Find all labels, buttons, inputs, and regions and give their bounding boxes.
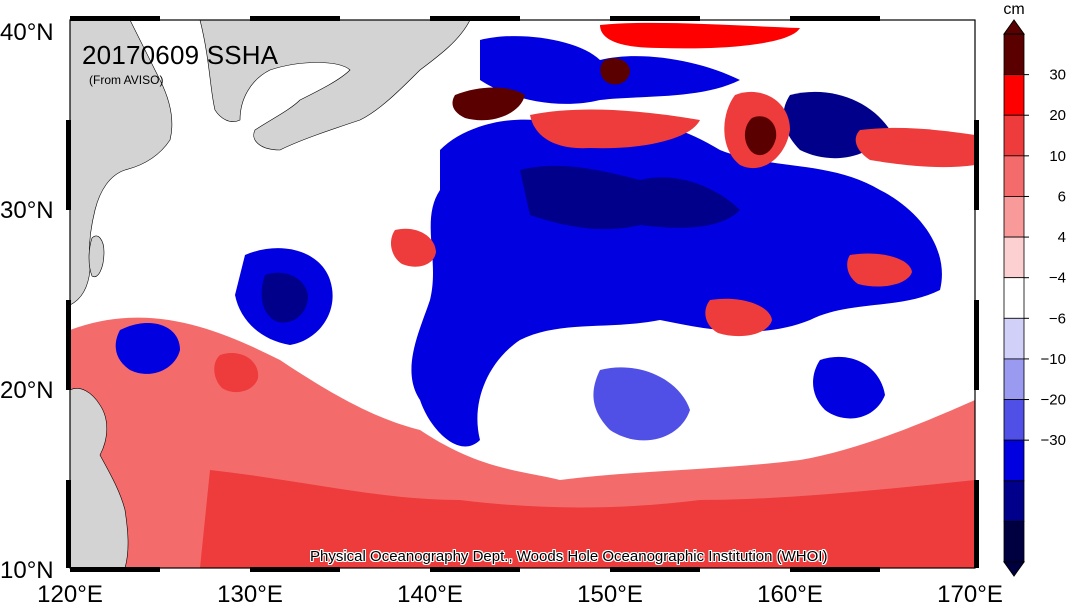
colorbar-unit: cm: [1003, 1, 1024, 18]
lat-label: 30°N: [0, 197, 54, 224]
lat-label: 20°N: [0, 377, 54, 404]
colorbar-cell: [1003, 317, 1025, 360]
anomaly-positive-eddy-south: [705, 298, 772, 337]
land-korea-japan: [199, 19, 471, 151]
colorbar-tick-label: −10: [1041, 351, 1066, 368]
anomaly-positive-kuroshio: [530, 109, 700, 149]
colorbar-cell: [1003, 196, 1025, 238]
anomaly-positive-eddy: [600, 58, 630, 85]
lat-label: 10°N: [0, 557, 54, 584]
map-frame: [66, 16, 979, 572]
colorbar-cell: [1003, 358, 1025, 400]
lon-label: 140°E: [397, 581, 463, 606]
land-philippines: [69, 388, 129, 569]
anomaly-negative-central-south: [593, 367, 690, 441]
colorbar-cell: [1003, 439, 1025, 482]
lon-label: 150°E: [577, 581, 643, 606]
colorbar-tick-label: 20: [1049, 107, 1066, 124]
anomaly-negative-east: [813, 356, 885, 419]
colorbar-cell: [1003, 480, 1025, 522]
anomaly-positive-eddy-sw: [214, 352, 259, 393]
colorbar-tick-label: 4: [1058, 229, 1066, 246]
colorbar-cell: [1003, 399, 1025, 441]
colorbar-tick-label: 30: [1049, 67, 1066, 84]
colorbar-cell: [1003, 520, 1025, 563]
colorbar-tick-label: 10: [1049, 148, 1066, 165]
anomaly-negative-sw: [115, 322, 180, 374]
colorbar-tick-label: −6: [1049, 310, 1066, 327]
anomaly-negative-west-deep: [261, 272, 308, 323]
colorbar-cell: [1003, 155, 1025, 197]
anomaly-positive-east-band: [855, 127, 975, 168]
longitude-labels: 120°E 130°E 140°E 150°E 160°E 170°E: [37, 581, 1003, 606]
colorbar-cell: [1003, 236, 1025, 279]
anomaly-positive-eddy-east-core: [744, 116, 777, 156]
lon-label: 170°E: [937, 581, 1003, 606]
colorbar-tick-label: −4: [1049, 270, 1066, 287]
colorbar-ticks: 30 20 10 6 4 −4 −6 −10 −20 −30: [1024, 67, 1066, 449]
map-title: 20170609 SSHA: [82, 40, 279, 70]
latitude-labels: 40°N 30°N 20°N 10°N: [0, 19, 54, 584]
lon-label: 120°E: [37, 581, 103, 606]
anomaly-positive-eddy-mid: [847, 253, 912, 287]
colorbar-tick-label: 6: [1058, 188, 1066, 205]
colorbar-cell: [1003, 33, 1025, 76]
colorbar: cm 30 20 10 6 4 −4 −6 −10 −20 −30: [1003, 1, 1066, 577]
lon-label: 160°E: [757, 581, 823, 606]
land-taiwan: [88, 235, 105, 278]
colorbar-cell: [1003, 114, 1025, 157]
land-masses: [69, 19, 471, 569]
colorbar-top-arrow: [1003, 19, 1025, 35]
colorbar-bottom-arrow: [1003, 561, 1025, 577]
map-subtitle: (From AVISO): [89, 73, 164, 87]
colorbar-cells: [1003, 33, 1025, 563]
lon-label: 130°E: [217, 581, 283, 606]
colorbar-tick-label: −30: [1041, 432, 1066, 449]
colorbar-cell: [1003, 277, 1025, 319]
lat-label: 40°N: [0, 19, 54, 46]
anomaly-positive-eddy-west: [390, 228, 436, 267]
anomaly-positive-kuroshio-strong: [452, 87, 525, 121]
anomaly-positive-north-strong: [600, 22, 800, 49]
colorbar-cell: [1003, 74, 1025, 116]
colorbar-tick-label: −20: [1041, 392, 1066, 409]
anomaly-band-south-strong: [200, 470, 975, 568]
credit-text: Physical Oceanography Dept., Woods Hole …: [310, 548, 828, 565]
anomaly-negative-deep: [520, 165, 740, 230]
